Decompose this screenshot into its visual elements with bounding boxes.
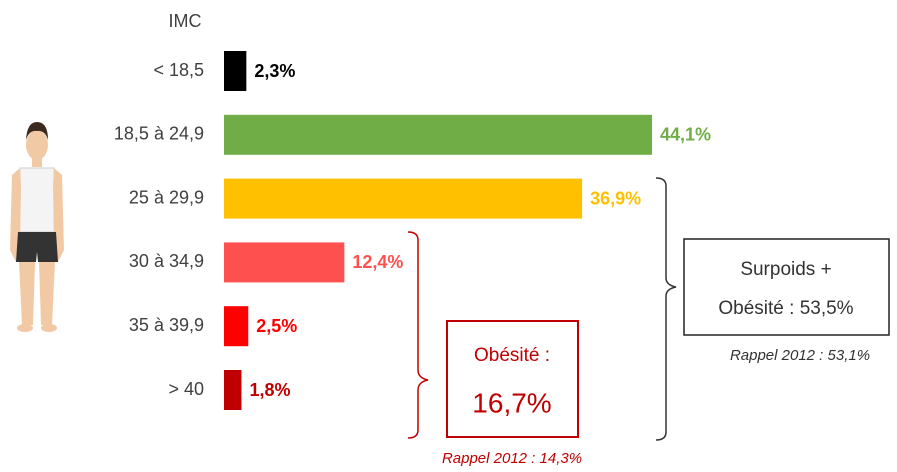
category-label: 25 à 29,9 (129, 187, 204, 207)
bar (224, 370, 242, 410)
bar (224, 178, 583, 219)
bracket (655, 177, 677, 441)
person-icon (10, 122, 64, 332)
category-label: > 40 (168, 379, 204, 399)
annotation-text: Obésité : 53,5% (718, 298, 853, 319)
annotation-box (446, 320, 579, 438)
value-label: 44,1% (660, 125, 711, 145)
category-label: < 18,5 (153, 60, 204, 80)
bar (224, 114, 652, 155)
annotation-box (683, 238, 890, 336)
value-label: 12,4% (352, 252, 403, 272)
annotation-text: 16,7% (472, 387, 551, 418)
bar (224, 51, 247, 91)
bar (224, 242, 345, 283)
value-label: 2,5% (256, 316, 297, 336)
annotation-text: Obésité : (474, 345, 550, 366)
value-label: 36,9% (590, 188, 641, 208)
annotation-note: Rappel 2012 : 14,3% (442, 450, 582, 467)
bar (224, 306, 249, 347)
value-label: 2,3% (254, 61, 295, 81)
category-label: 30 à 34,9 (129, 251, 204, 271)
annotation-note: Rappel 2012 : 53,1% (730, 347, 870, 364)
category-label: 18,5 à 24,9 (114, 124, 204, 144)
axis-title: IMC (169, 11, 202, 31)
bracket (407, 231, 429, 439)
value-label: 1,8% (249, 380, 290, 400)
category-label: 35 à 39,9 (129, 315, 204, 335)
annotation-text: Surpoids + (740, 259, 831, 280)
